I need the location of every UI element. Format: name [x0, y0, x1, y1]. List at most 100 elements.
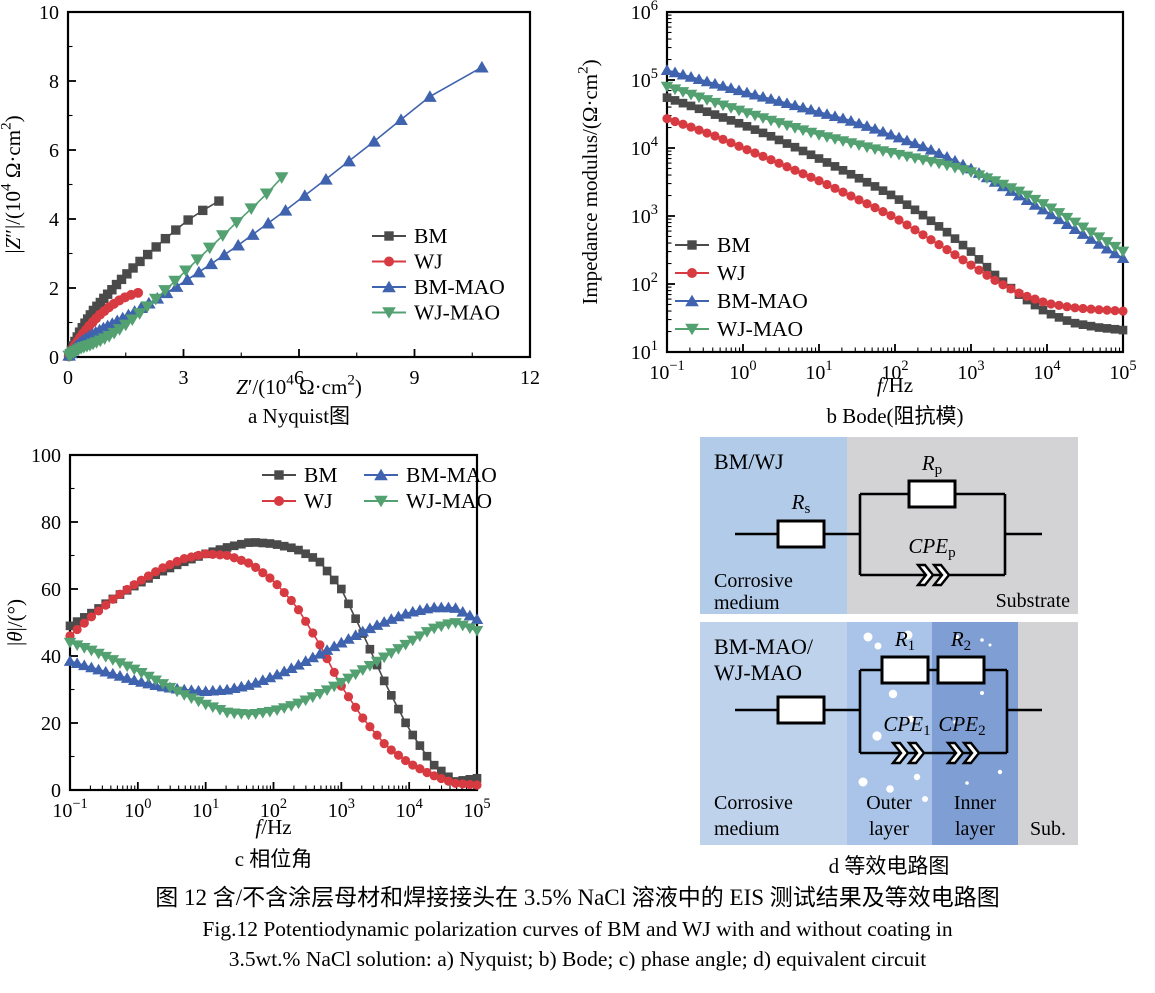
- marker-square: [710, 110, 720, 119]
- marker-square: [846, 169, 856, 179]
- marker-circle: [974, 265, 984, 275]
- marker-circle: [838, 187, 848, 197]
- y-axis-label-text: |θ|/(°): [3, 599, 27, 646]
- marker-triangle-down: [964, 167, 978, 179]
- marker-square: [1054, 313, 1064, 322]
- marker-square: [465, 775, 475, 784]
- marker-square: [662, 93, 672, 102]
- panel-caption-text: b Bode(阻抗模): [826, 404, 963, 428]
- pore-dot: [954, 634, 960, 640]
- pore-dot: [922, 796, 928, 802]
- panel-a-nyquist: 0 3 6 9 12 0 2 4 6 8 10 Z′/(104 Ω·cm2) |Z″|/(104 Ω·c…: [0, 0, 565, 430]
- marker-triangle-down: [442, 619, 455, 631]
- marker-square: [251, 538, 260, 547]
- marker-circle: [229, 553, 239, 563]
- marker-triangle-down: [1092, 232, 1106, 244]
- region-label: medium: [714, 818, 780, 840]
- marker-square: [315, 557, 325, 567]
- marker-triangle-down: [277, 703, 291, 714]
- marker-square: [934, 222, 944, 231]
- x-tick-label: 100: [124, 796, 151, 822]
- x-tick-label: 3: [179, 367, 189, 389]
- marker-circle: [774, 158, 784, 168]
- series-WJ: [65, 549, 482, 790]
- legend-item-BM: BM: [675, 233, 750, 257]
- marker-square: [329, 575, 339, 585]
- y-tick-label: 10: [39, 2, 59, 24]
- marker-circle: [343, 692, 354, 702]
- caption-chinese: 图 12 含/不含涂层母材和焊接接头在 3.5% NaCl 溶液中的 EIS 测…: [155, 885, 1000, 910]
- marker-square: [822, 158, 832, 167]
- marker-circle: [1110, 306, 1120, 316]
- region-label: Substrate: [996, 590, 1071, 612]
- bode-chart: 10−1 100 101 102 103 104 105 101 102 103 104 105 106…: [576, 0, 1137, 428]
- legend-label: WJ: [414, 250, 443, 274]
- marker-circle: [854, 195, 864, 205]
- marker-triangle-down: [382, 307, 396, 319]
- marker-triangle-up: [70, 657, 84, 669]
- marker-triangle-up: [860, 120, 874, 131]
- marker-triangle-up: [278, 204, 293, 216]
- marker-triangle-down: [406, 635, 419, 647]
- marker-triangle-down: [377, 652, 391, 664]
- marker-circle: [886, 210, 896, 221]
- marker-circle: [193, 550, 204, 561]
- pore-dot: [953, 720, 957, 724]
- marker-triangle-up: [217, 248, 232, 261]
- marker-triangle-up: [836, 112, 850, 124]
- marker-triangle-up: [748, 88, 762, 100]
- marker-triangle-down: [125, 314, 140, 327]
- marker-square: [854, 173, 864, 183]
- marker-circle: [93, 606, 104, 616]
- marker-triangle-up: [204, 257, 219, 270]
- marker-circle: [251, 562, 261, 573]
- marker-square: [222, 543, 232, 552]
- legend-label: WJ-MAO: [414, 301, 500, 325]
- marker-circle: [846, 191, 856, 201]
- legend-label: BM: [414, 224, 447, 248]
- legend-item-WJ: WJ: [675, 261, 746, 285]
- pore-dot: [886, 785, 894, 793]
- y-tick-label: 104: [631, 134, 658, 160]
- marker-triangle-up: [892, 131, 906, 143]
- y-axis-label-text: Impedance modulus/(Ω·cm2): [576, 59, 603, 304]
- marker-triangle-down: [163, 682, 177, 694]
- marker-triangle-down: [660, 81, 674, 93]
- marker-square: [429, 760, 439, 770]
- cpe-chevron: [915, 563, 935, 587]
- marker-triangle-up: [844, 115, 858, 126]
- marker-square: [351, 614, 360, 624]
- marker-triangle-up: [900, 134, 914, 146]
- marker-circle: [215, 550, 225, 560]
- marker-square: [337, 584, 346, 594]
- marker-triangle-up: [788, 99, 802, 111]
- marker-triangle-up: [449, 602, 462, 613]
- legend-item-WJ-MAO: WJ-MAO: [372, 301, 500, 325]
- panel-label: BM/WJ: [714, 449, 784, 474]
- circuit-panel-mao: BM-MAO/WJ-MAO R1 R2 CPE1 CPE2 Corrosive medium…: [700, 622, 1078, 845]
- marker-triangle-up: [299, 655, 312, 666]
- resistor-box: [776, 695, 826, 725]
- marker-square: [918, 210, 928, 220]
- marker-circle: [782, 162, 792, 172]
- marker-square: [229, 541, 239, 551]
- legend-item-BM-MAO: BM-MAO: [372, 275, 505, 299]
- region-label: layer: [869, 818, 909, 840]
- marker-circle: [710, 131, 720, 141]
- marker-triangle-down: [120, 661, 134, 673]
- marker-triangle-down: [1076, 222, 1090, 234]
- marker-circle: [133, 287, 144, 298]
- panel-caption: b Bode(阻抗模): [826, 404, 963, 428]
- cpe-label: CPEp: [908, 534, 955, 561]
- marker-circle: [942, 245, 952, 255]
- figure-caption-block: 图 12 含/不含涂层母材和焊接接头在 3.5% NaCl 溶液中的 EIS 测…: [0, 882, 1155, 974]
- marker-triangle-up: [456, 605, 469, 617]
- y-axis-label: Impedance modulus/(Ω·cm2): [576, 59, 603, 304]
- marker-triangle-up: [908, 137, 922, 149]
- caption-english-line1: Fig.12 Potentiodynamic polarization curv…: [202, 917, 953, 941]
- marker-triangle-down: [349, 669, 362, 681]
- marker-circle: [136, 575, 147, 585]
- panel-b-bode: 10−1 100 101 102 103 104 105 101 102 103 104 105 106…: [575, 0, 1155, 434]
- marker-triangle-down: [980, 173, 994, 184]
